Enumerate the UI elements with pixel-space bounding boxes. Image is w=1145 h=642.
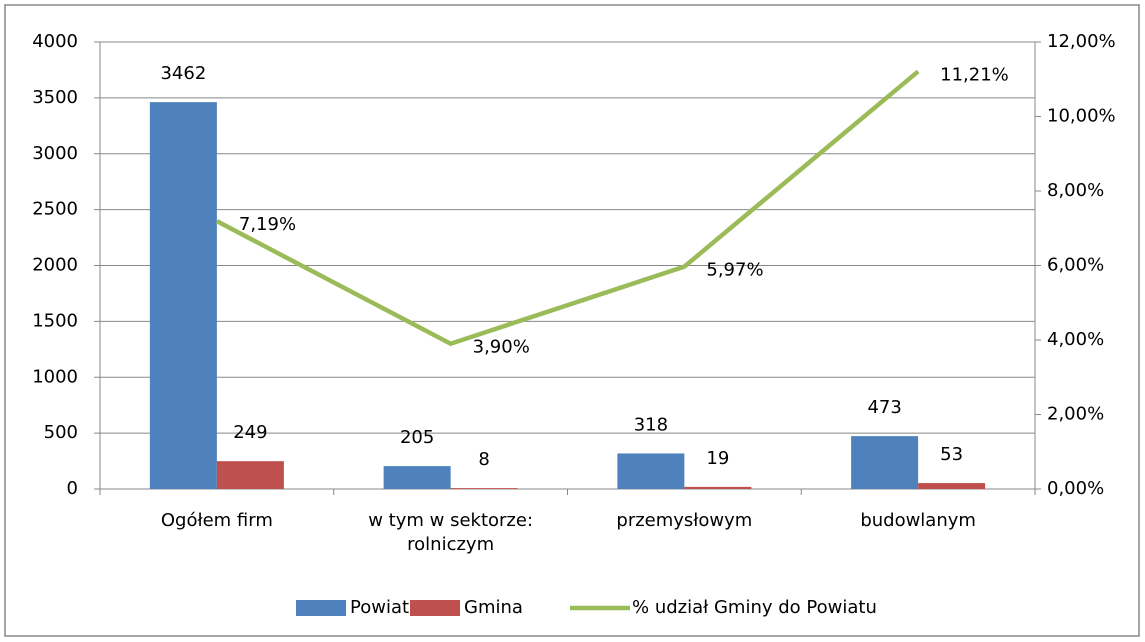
y-tick-label: 500 xyxy=(44,422,78,443)
data-label: 3462 xyxy=(160,63,206,84)
y2-tick-label: 12,00% xyxy=(1047,31,1116,52)
y2-tick-label: 8,00% xyxy=(1047,180,1104,201)
chart-frame xyxy=(4,4,1140,637)
x-tick-label: w tym w sektorze: rolniczym xyxy=(368,510,534,555)
y2-tick-label: 2,00% xyxy=(1047,404,1104,425)
legend-swatch xyxy=(410,600,460,616)
y-tick-label: 3500 xyxy=(32,87,78,108)
bar xyxy=(383,466,451,489)
legend-swatch xyxy=(296,600,346,616)
legend-label: % udział Gminy do Powiatu xyxy=(632,597,877,618)
legend-label: Gmina xyxy=(464,597,523,618)
data-label: 318 xyxy=(634,414,668,435)
y2-tick-label: 0,00% xyxy=(1047,478,1104,499)
line xyxy=(215,69,920,347)
bar xyxy=(617,453,685,489)
data-label: 53 xyxy=(940,444,963,465)
data-label: 19 xyxy=(706,448,729,469)
y2-tick-label: 4,00% xyxy=(1047,329,1104,350)
legend-label: Powiat xyxy=(350,597,409,618)
data-label: 249 xyxy=(233,422,267,443)
y-tick-label: 1500 xyxy=(32,310,78,331)
bar xyxy=(684,486,752,489)
data-label: 205 xyxy=(400,427,434,448)
bar xyxy=(216,461,284,489)
data-label: 7,19% xyxy=(239,214,296,235)
y-tick-label: 2500 xyxy=(32,199,78,220)
y2-tick-label: 6,00% xyxy=(1047,255,1104,276)
y2-tick-label: 10,00% xyxy=(1047,106,1116,127)
bar xyxy=(149,102,217,490)
y-tick-label: 1000 xyxy=(32,366,78,387)
data-label: 5,97% xyxy=(706,260,763,281)
data-label: 473 xyxy=(867,397,901,418)
data-label: 3,90% xyxy=(473,337,530,358)
y-tick-label: 3000 xyxy=(32,143,78,164)
x-tick-label: budowlanym xyxy=(860,510,976,531)
x-tick-label: przemysłowym xyxy=(616,510,753,531)
y-tick-label: 2000 xyxy=(32,255,78,276)
y-tick-label: 4000 xyxy=(32,31,78,52)
bar xyxy=(918,483,986,489)
data-label: 8 xyxy=(478,449,489,470)
data-label: 11,21% xyxy=(940,64,1009,85)
y-tick-label: 0 xyxy=(67,478,78,499)
bar xyxy=(851,436,919,489)
x-tick-label: Ogółem firm xyxy=(160,510,273,531)
bar xyxy=(450,488,518,489)
